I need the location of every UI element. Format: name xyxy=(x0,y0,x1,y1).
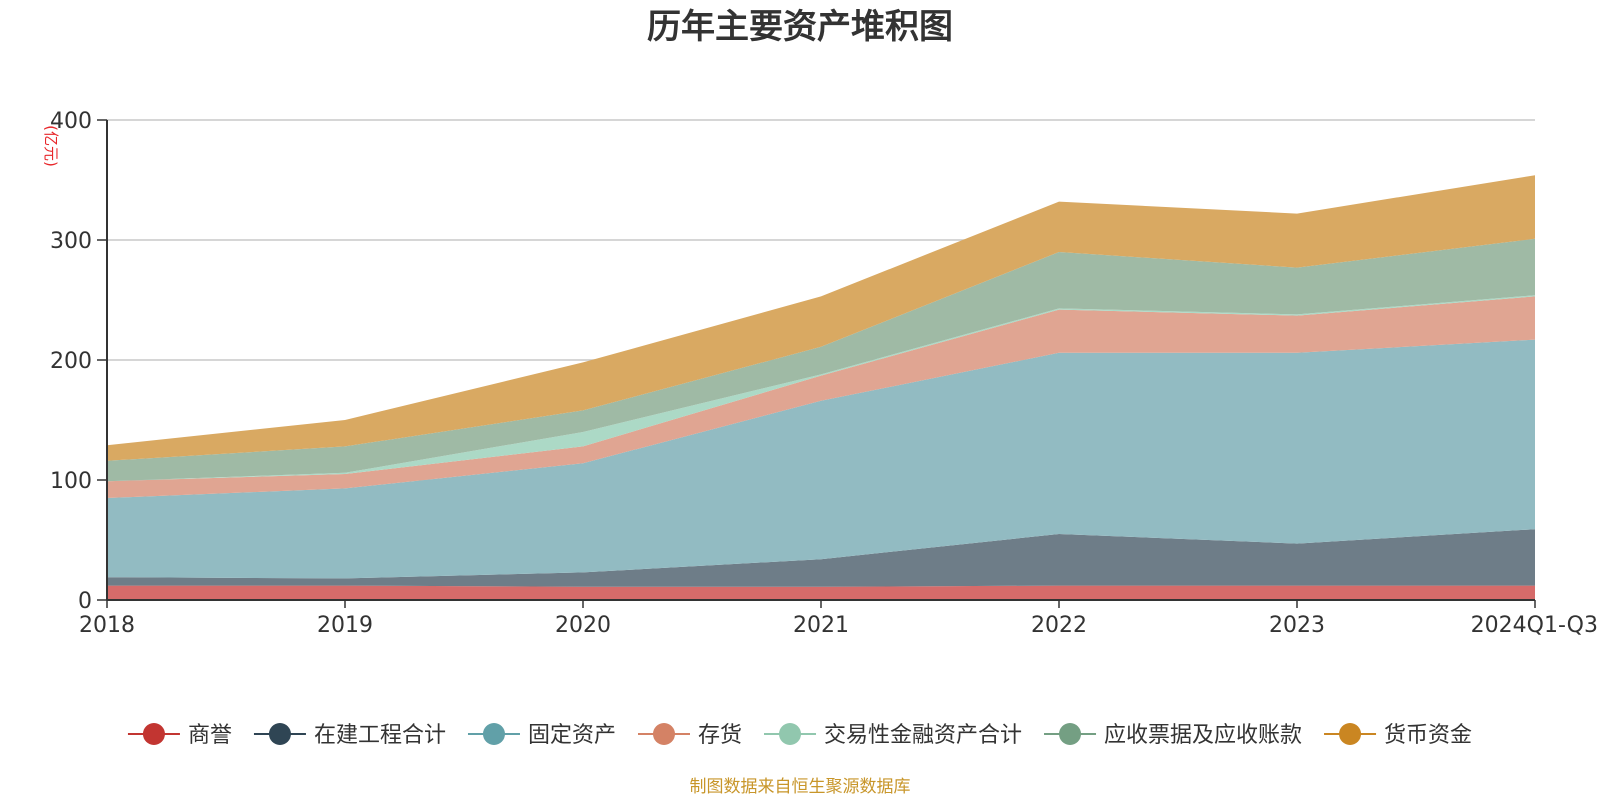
area-1 xyxy=(107,585,1535,600)
legend-item-6[interactable]: 应收票据及应收账款 xyxy=(1044,723,1302,748)
legend-label: 应收票据及应收账款 xyxy=(1104,723,1302,748)
legend[interactable]: 商誉 在建工程合计 固定资产 存货 交易性金融资产合计 应收票据及应收账款 货币资金 xyxy=(127,723,1472,748)
y-tick-label: 400 xyxy=(50,109,92,134)
area-3 xyxy=(107,339,1535,579)
y-tick-label: 0 xyxy=(78,589,92,614)
legend-label: 存货 xyxy=(698,723,742,748)
legend-label: 商誉 xyxy=(188,723,232,748)
legend-item-1[interactable]: 商誉 xyxy=(127,723,232,748)
legend-label: 交易性金融资产合计 xyxy=(824,723,1022,748)
x-tick-label: 2024Q1-Q3 xyxy=(1471,613,1598,638)
legend-circle-marker xyxy=(779,723,802,745)
axes: 0 100 200 300 400 2018 2019 2020 2021 2022 2023 202… xyxy=(50,109,1598,638)
x-tick-label: 2021 xyxy=(793,613,849,638)
legend-label: 固定资产 xyxy=(528,723,616,748)
y-tick-label: 300 xyxy=(50,229,92,254)
legend-circle-marker xyxy=(1339,723,1362,745)
area-4 xyxy=(107,296,1535,498)
chart-title: 历年主要资产堆积图 xyxy=(647,7,953,47)
legend-circle-marker xyxy=(482,723,505,745)
legend-circle-marker xyxy=(268,723,291,745)
x-tick-label: 2023 xyxy=(1269,613,1325,638)
legend-circle-marker xyxy=(142,723,165,745)
legend-item-7[interactable]: 货币资金 xyxy=(1324,723,1472,748)
legend-item-4[interactable]: 存货 xyxy=(637,723,742,748)
legend-item-2[interactable]: 在建工程合计 xyxy=(253,723,446,748)
legend-label: 货币资金 xyxy=(1384,723,1472,748)
legend-item-3[interactable]: 固定资产 xyxy=(467,723,616,748)
y-axis-unit-label: (亿元) xyxy=(42,125,60,167)
y-tick-label: 200 xyxy=(50,349,92,374)
area-7 xyxy=(107,175,1535,461)
data-source-note: 制图数据来自恒生聚源数据库 xyxy=(690,777,911,797)
legend-circle-marker xyxy=(652,723,675,745)
x-tick-label: 2020 xyxy=(555,613,611,638)
legend-label: 在建工程合计 xyxy=(314,723,446,748)
legend-circle-marker xyxy=(1059,723,1082,745)
x-tick-label: 2019 xyxy=(317,613,373,638)
area-series xyxy=(107,175,1535,600)
x-tick-label: 2022 xyxy=(1031,613,1087,638)
area-6 xyxy=(107,238,1535,482)
area-2 xyxy=(107,529,1535,587)
x-tick-label: 2018 xyxy=(79,613,135,638)
y-tick-label: 100 xyxy=(50,469,92,494)
legend-item-5[interactable]: 交易性金融资产合计 xyxy=(764,723,1022,748)
